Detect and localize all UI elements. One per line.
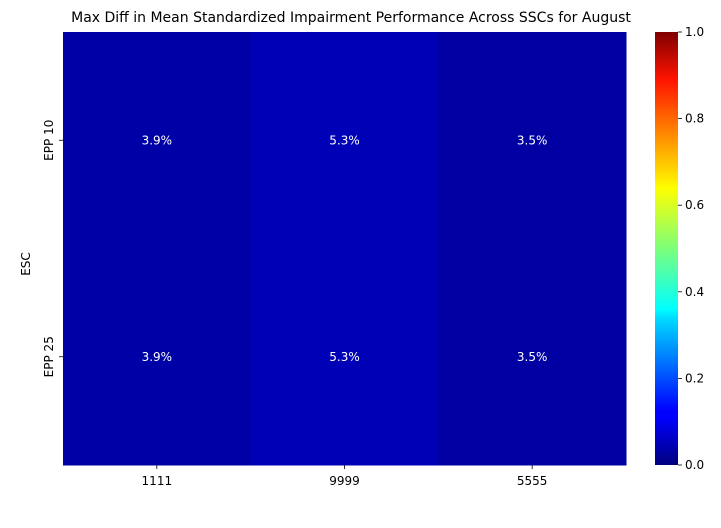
colorbar-tick-label: 0.4 [685, 285, 704, 299]
x-tick-label: 5555 [517, 474, 548, 488]
y-axis: EPP 10 EPP 25 [42, 120, 63, 377]
cell-value-label: 3.9% [142, 133, 173, 147]
colorbar-gradient [655, 32, 678, 465]
chart-title: Max Diff in Mean Standardized Impairment… [71, 10, 631, 26]
y-tick-label: EPP 25 [42, 336, 56, 377]
heatmap-cells: 3.9% 5.3% 3.5% 3.9% 5.3% 3.5% [63, 32, 627, 466]
colorbar-tick-label: 0.8 [685, 112, 704, 126]
heatmap-cell [438, 248, 627, 466]
colorbar-tick-label: 0.0 [685, 458, 704, 472]
cell-value-label: 5.3% [329, 350, 360, 364]
colorbar-tick-label: 0.2 [685, 371, 704, 385]
cell-value-label: 3.5% [517, 350, 548, 364]
heatmap-cell [438, 32, 627, 249]
x-tick-label: 1111 [142, 474, 173, 488]
x-axis: 1111 9999 5555 [142, 465, 548, 488]
x-tick-label: 9999 [329, 474, 360, 488]
y-axis-label: ESC [19, 252, 33, 276]
colorbar: 0.0 0.2 0.4 0.6 0.8 1.0 [655, 25, 704, 472]
cell-value-label: 3.9% [142, 350, 173, 364]
cell-value-label: 5.3% [329, 133, 360, 147]
cell-value-label: 3.5% [517, 133, 548, 147]
heatmap-cell [250, 248, 439, 466]
colorbar-tick-label: 1.0 [685, 25, 704, 39]
heatmap-cell [250, 32, 439, 249]
colorbar-tick-label: 0.6 [685, 198, 704, 212]
y-tick-label: EPP 10 [42, 120, 56, 161]
heatmap-cell [63, 32, 252, 249]
heatmap-cell [63, 248, 252, 466]
